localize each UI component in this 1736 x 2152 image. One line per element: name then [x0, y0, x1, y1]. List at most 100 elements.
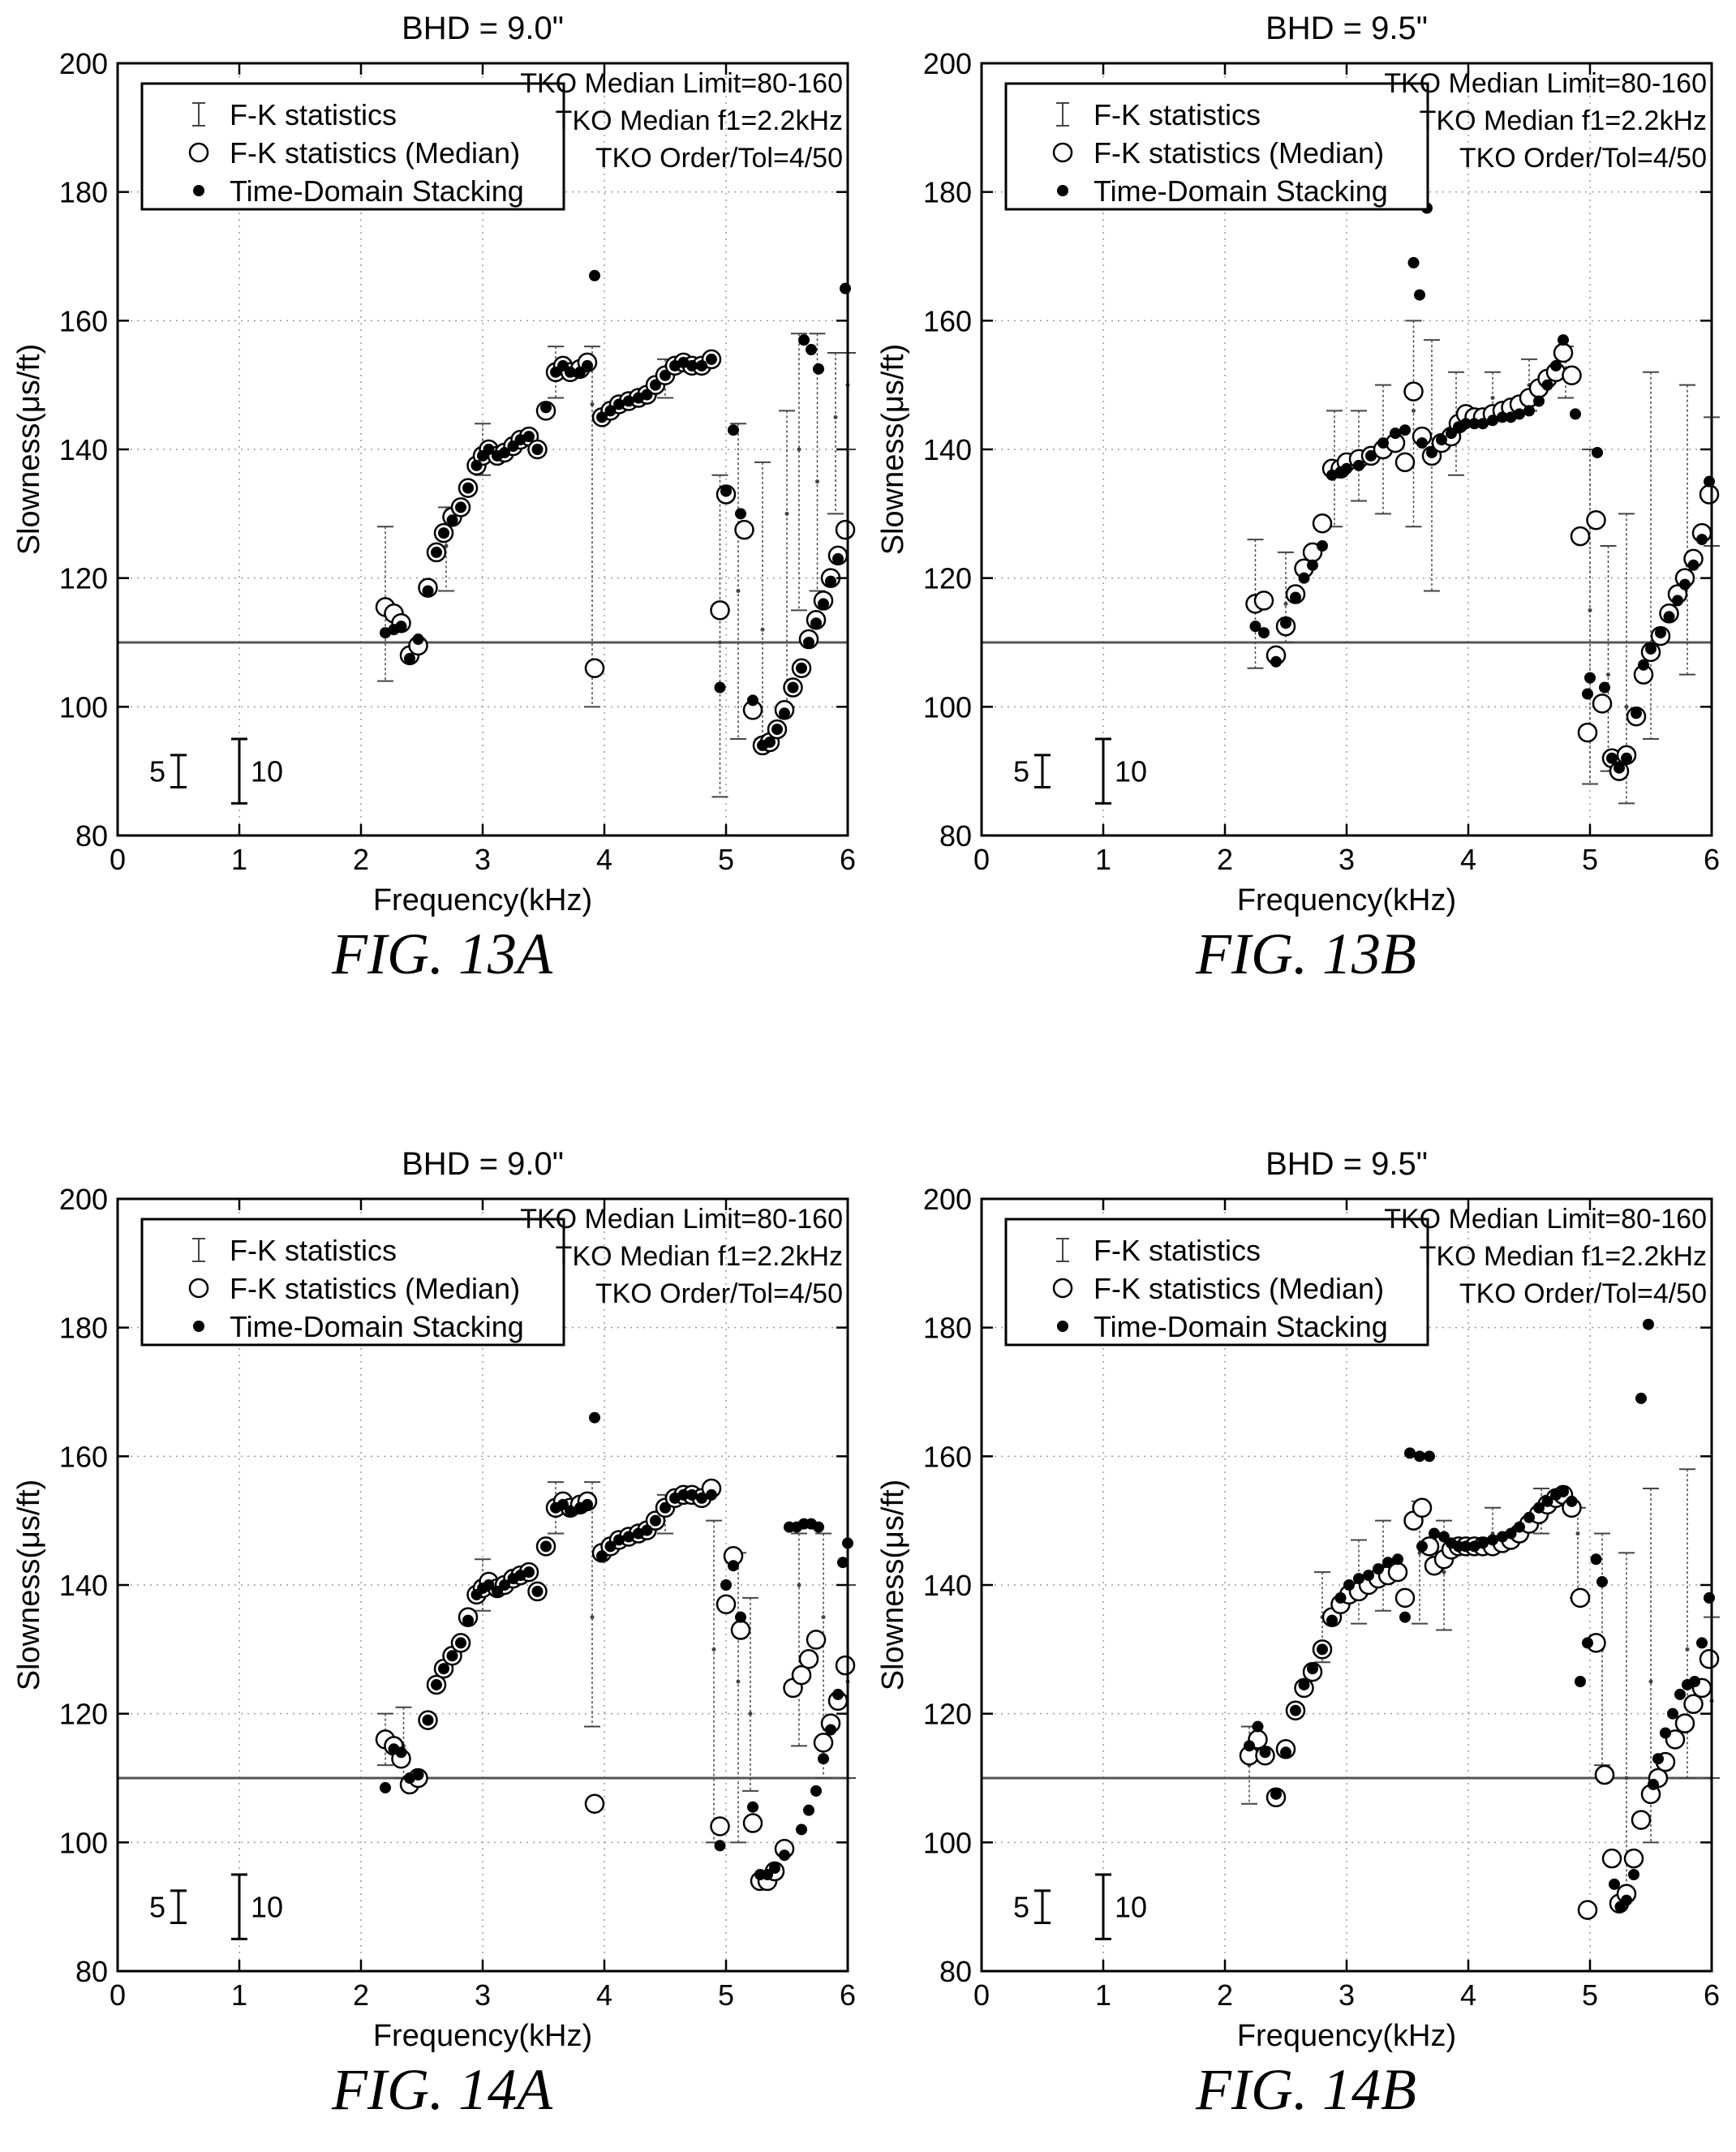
stacking-point — [431, 1678, 442, 1690]
stacking-point — [1487, 1534, 1498, 1546]
y-tick-label: 100 — [923, 1826, 972, 1859]
stacking-point — [531, 1585, 544, 1597]
stacking-point — [557, 359, 569, 372]
error-bar-center — [1283, 601, 1288, 606]
stacking-point — [1477, 1537, 1489, 1549]
stacking-point — [810, 617, 822, 629]
stacking-point — [1667, 1707, 1678, 1720]
stacking-point — [641, 389, 653, 401]
error-bar-center — [718, 640, 722, 645]
stacking-point — [623, 395, 634, 407]
figure-caption: FIG. 13A — [331, 921, 553, 986]
stacking-point — [1468, 418, 1480, 430]
median-point — [1577, 1900, 1598, 1920]
y-tick-label: 80 — [939, 1955, 972, 1988]
stacking-point — [764, 736, 776, 748]
stacking-point — [1468, 1540, 1480, 1553]
x-tick-label: 1 — [231, 1978, 247, 2012]
error-bar-center — [444, 543, 449, 548]
scale-bar-label: 10 — [1115, 755, 1147, 788]
median-point — [791, 1664, 812, 1686]
error-bar-center — [1412, 408, 1416, 413]
median-point — [798, 1648, 819, 1669]
legend-box — [140, 82, 565, 211]
y-tick-label: 200 — [59, 1183, 108, 1216]
stacking-point — [1505, 411, 1517, 423]
stacking-point — [1317, 1643, 1328, 1656]
error-bar-center — [760, 627, 765, 632]
scale-bar-label: 10 — [1115, 1891, 1147, 1924]
stacking-point — [1674, 1688, 1686, 1700]
stacking-point — [1460, 418, 1472, 430]
y-tick-label: 120 — [59, 1698, 108, 1731]
y-tick-label: 80 — [75, 1955, 108, 1988]
stacking-point — [1652, 1753, 1664, 1765]
tko-annotation: TKO Median f1=2.2kHz — [1420, 1241, 1707, 1272]
chart-title: BHD = 9.0" — [402, 1146, 564, 1182]
stacking-point — [1523, 405, 1535, 417]
stacking-point — [1446, 427, 1457, 440]
x-tick-label: 0 — [973, 1978, 990, 2012]
x-axis-label: Frequency(kHz) — [373, 2019, 592, 2053]
stacking-point — [825, 575, 836, 587]
median-point — [1592, 694, 1613, 714]
stacking-point — [720, 485, 732, 497]
stacking-point — [1541, 1495, 1553, 1507]
stacking-point — [1609, 1878, 1620, 1890]
stacking-point — [1660, 1727, 1671, 1739]
stacking-point — [1635, 1392, 1647, 1404]
tko-annotation: TKO Median f1=2.2kHz — [1420, 105, 1707, 136]
median-point — [1623, 1848, 1644, 1869]
y-tick-label: 120 — [923, 562, 972, 595]
stacking-point — [1280, 617, 1291, 629]
error-bar-center — [1490, 396, 1495, 401]
stacking-point — [1270, 655, 1282, 668]
stacking-point — [1704, 1591, 1715, 1604]
error-bar-center — [711, 1647, 716, 1652]
stacking-point — [582, 359, 593, 372]
figure-caption: FIG. 13B — [1195, 921, 1416, 986]
stacking-point — [412, 1769, 424, 1781]
stacking-point — [728, 424, 739, 436]
error-bar-center — [590, 402, 595, 406]
median-point — [1570, 526, 1591, 547]
stacking-point — [380, 627, 391, 639]
error-bar-center — [1606, 672, 1610, 677]
y-tick-label: 100 — [59, 1826, 108, 1859]
median-point — [835, 1655, 856, 1676]
stacking-point — [1298, 1678, 1310, 1690]
stacking-point — [1353, 459, 1364, 471]
stacking-point — [1487, 415, 1498, 427]
x-tick-label: 6 — [840, 1978, 856, 2012]
stacking-point — [633, 1527, 644, 1540]
stacking-point — [604, 405, 617, 417]
error-bar-center — [784, 511, 789, 516]
stacking-point — [1638, 659, 1649, 671]
legend-label: Time-Domain Stacking — [1094, 174, 1388, 208]
stacking-point — [669, 359, 681, 372]
median-point — [715, 1594, 737, 1615]
stacking-point — [582, 1498, 593, 1510]
x-tick-label: 1 — [231, 843, 247, 876]
median-point — [1553, 342, 1574, 363]
tko-annotation: TKO Order/Tol=4/50 — [595, 1278, 843, 1309]
stacking-point — [1533, 395, 1545, 407]
stacking-point — [677, 356, 690, 368]
legend-label: F-K statistics — [1094, 1234, 1261, 1267]
x-tick-label: 4 — [596, 843, 612, 876]
stacking-point — [455, 501, 466, 513]
median-point — [584, 658, 605, 678]
median-point — [813, 1733, 834, 1753]
stacking-point — [1497, 411, 1508, 423]
median-point — [1253, 591, 1274, 611]
x-tick-label: 5 — [1582, 843, 1598, 876]
y-tick-label: 100 — [923, 690, 972, 724]
stacking-point — [633, 392, 644, 404]
stacking-point — [1696, 1637, 1708, 1649]
stacking-point — [1687, 559, 1699, 571]
stacking-point — [832, 552, 844, 565]
median-point — [1394, 1587, 1416, 1609]
stacking-point — [380, 1781, 391, 1793]
stacking-point — [787, 681, 799, 694]
stacking-point — [1252, 1720, 1264, 1733]
